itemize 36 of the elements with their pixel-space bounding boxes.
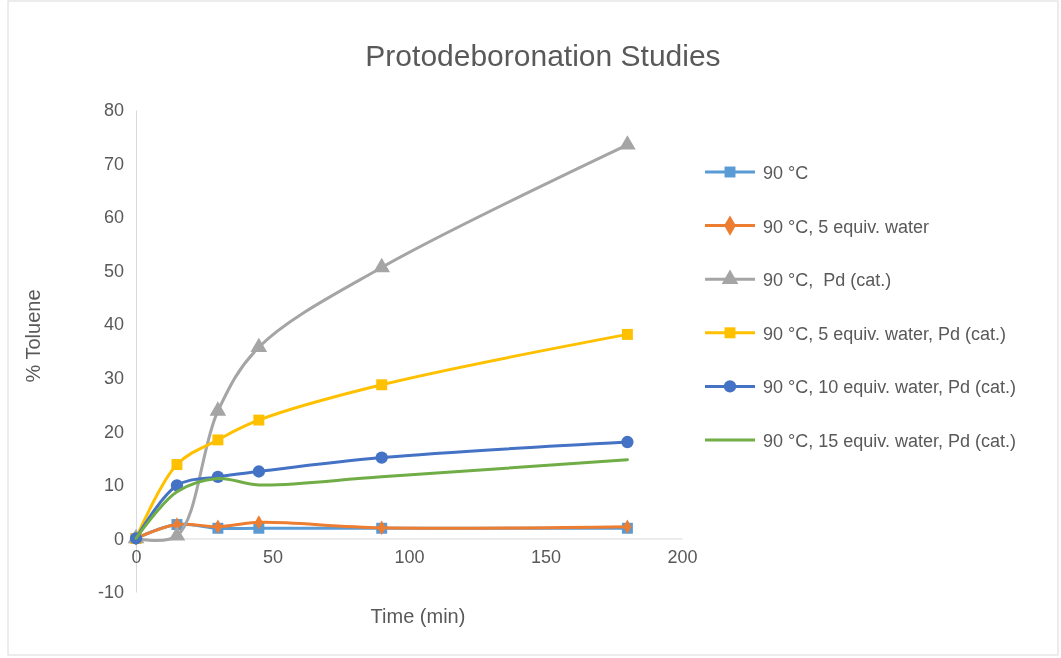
y-tick-label: 70 xyxy=(103,153,124,174)
legend-label: 90 °C xyxy=(763,163,809,183)
y-tick-label: 80 xyxy=(103,100,124,121)
y-tick-label: 60 xyxy=(103,207,124,228)
point xyxy=(171,459,183,471)
point xyxy=(619,135,636,150)
x-tick-label: 200 xyxy=(667,547,698,568)
legend-label: 90 °C, 10 equiv. water, Pd (cat.) xyxy=(763,377,1016,398)
x-tick-label: 0 xyxy=(131,547,142,568)
legend-label: 90 °C, 5 equiv. water, Pd (cat.) xyxy=(763,323,1006,344)
chart-title: Protodeboronation Studies xyxy=(365,39,721,72)
point xyxy=(621,328,633,340)
x-axis-title: Time (min) xyxy=(370,605,466,627)
y-tick-label: -10 xyxy=(97,582,124,603)
point xyxy=(373,257,391,273)
point xyxy=(621,435,634,449)
y-tick-label: 10 xyxy=(103,475,124,496)
point xyxy=(209,401,227,416)
y-tick-label: 50 xyxy=(103,260,124,281)
point xyxy=(212,434,224,446)
y-tick-label: 0 xyxy=(113,528,124,549)
x-tick-label: 100 xyxy=(394,547,425,568)
x-tick-label: 150 xyxy=(530,547,562,568)
point xyxy=(250,337,268,353)
x-tick-label: 50 xyxy=(262,547,284,568)
legend-label: 90 °C, 15 equiv. water, Pd (cat.) xyxy=(763,431,1016,451)
y-tick-label: 40 xyxy=(103,314,124,335)
y-axis-title: % Toluene xyxy=(22,289,44,383)
point xyxy=(252,465,266,478)
y-tick-label: 20 xyxy=(103,421,124,442)
y-tick-label: 30 xyxy=(103,368,124,389)
point xyxy=(253,414,265,426)
point xyxy=(376,379,388,391)
legend-label: 90 °C, 5 equiv. water xyxy=(763,216,929,237)
legend-label: 90 °C, Pd (cat.) xyxy=(763,270,892,291)
point xyxy=(375,451,388,464)
